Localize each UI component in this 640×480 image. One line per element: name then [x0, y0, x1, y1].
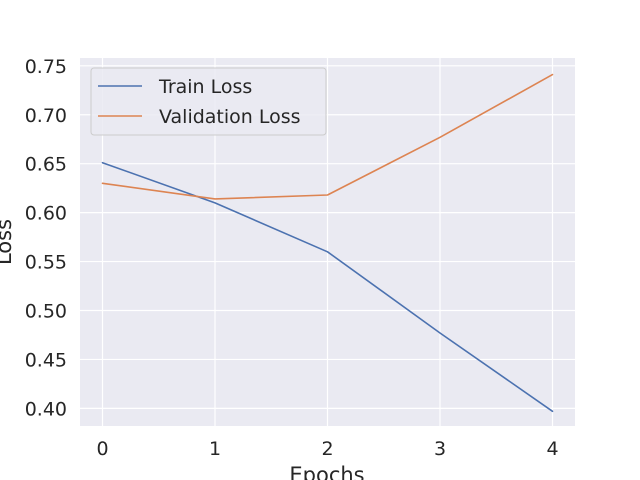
x-tick-label: 3	[434, 438, 446, 460]
grid-lines	[80, 58, 575, 426]
y-tick-label: 0.40	[25, 398, 67, 420]
x-axis-label: Epochs	[289, 463, 364, 480]
series-lines	[101, 73, 554, 413]
y-tick-label: 0.45	[25, 349, 67, 371]
legend-box	[90, 67, 327, 136]
y-axis-label: Loss	[0, 219, 16, 265]
y-tick-labels: 0.40 0.45 0.50 0.55 0.60 0.65 0.70 0.75	[25, 56, 67, 421]
legend-label-0: Train Loss	[158, 76, 252, 98]
legend-label-1: Validation Loss	[159, 106, 301, 128]
x-tick-label: 2	[321, 438, 333, 460]
x-tick-label: 0	[96, 438, 108, 460]
y-tick-label: 0.75	[25, 56, 67, 78]
x-tick-label: 4	[546, 438, 558, 460]
y-tick-label: 0.65	[25, 154, 67, 176]
y-tick-label: 0.60	[25, 203, 67, 225]
x-tick-labels: 0 1 2 3 4	[96, 438, 558, 460]
y-tick-label: 0.55	[25, 252, 67, 274]
y-tick-label: 0.50	[25, 301, 67, 323]
x-tick-label: 1	[209, 438, 221, 460]
legend: Train Loss Validation Loss	[90, 67, 327, 136]
y-tick-label: 0.70	[25, 105, 67, 127]
